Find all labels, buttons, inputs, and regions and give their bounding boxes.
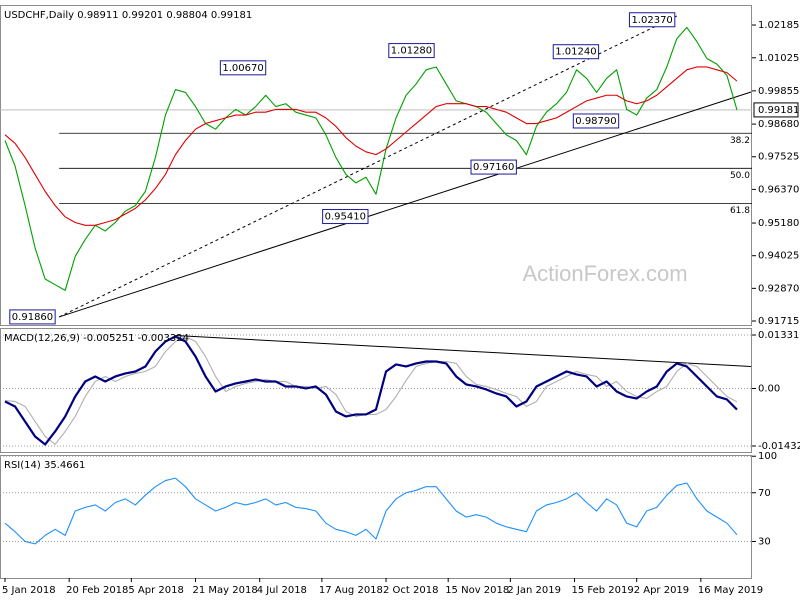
- x-tick-label: 17 Aug 2018: [319, 585, 383, 596]
- last-price-box: [753, 102, 799, 118]
- y-tick-label: 100: [758, 451, 777, 462]
- series-line: [4, 477, 738, 545]
- fib-label: 61.8: [730, 206, 750, 216]
- x-tick-label: 20 Feb 2018: [66, 585, 128, 596]
- series-line: [4, 335, 738, 445]
- annotation-box: [219, 60, 267, 76]
- pane-frame: [0, 455, 752, 579]
- price-annotation: 0.95410: [322, 209, 369, 225]
- x-tick-label: 5 Jan 2018: [2, 585, 56, 596]
- annotation-box: [628, 12, 676, 28]
- price-annotation: 1.01280: [388, 43, 435, 59]
- y-tick-label: 0.013319: [758, 330, 800, 341]
- watermark: ActionForex.com: [522, 261, 687, 286]
- y-tick-label: 30: [758, 536, 771, 547]
- price-annotation: 0.97160: [470, 159, 517, 175]
- annotation-label: 0.95410: [325, 212, 366, 223]
- series-line: [4, 66, 738, 226]
- annotation-label: 0.97160: [473, 162, 514, 173]
- annotation-box: [9, 309, 56, 325]
- annotation-box: [552, 44, 600, 60]
- y-tick-label: 70: [758, 488, 771, 499]
- x-tick-label: 2 Jan 2019: [507, 585, 561, 596]
- pane-frame: [0, 5, 752, 326]
- series-line: [4, 335, 738, 446]
- trend-line: [175, 334, 752, 367]
- price-annotation: 1.00670: [219, 60, 267, 76]
- fib-label: 38.2: [730, 136, 750, 146]
- y-tick-label: -0.014323: [758, 441, 800, 452]
- annotation-box: [388, 43, 435, 59]
- y-tick-label: 0.94025: [758, 251, 799, 262]
- y-tick-label: 1.02185: [758, 20, 799, 31]
- y-tick-label: 0.95180: [758, 218, 799, 229]
- y-tick-label: 0.91715: [758, 316, 799, 327]
- pane-frame: [0, 328, 752, 453]
- y-tick-label: 0.00: [758, 383, 780, 394]
- annotation-box: [572, 113, 620, 129]
- annotation-label: 1.01280: [391, 46, 432, 57]
- y-tick-label: 0.98680: [758, 119, 799, 130]
- x-tick-label: 4 Jul 2018: [257, 585, 307, 596]
- annotation-label: 0.91860: [12, 312, 53, 323]
- price-annotation: 0.98790: [572, 113, 620, 129]
- y-tick-label: 0.92870: [758, 283, 799, 294]
- annotation-box: [322, 209, 369, 225]
- x-tick-label: 21 May 2018: [193, 585, 258, 596]
- price-annotation: 1.01240: [552, 44, 600, 60]
- last-price-label: 0.99181: [758, 105, 799, 116]
- x-tick-label: 2 Apr 2019: [634, 585, 689, 596]
- annotation-label: 1.02370: [631, 15, 672, 26]
- x-tick-label: 15 Nov 2018: [445, 585, 509, 596]
- series-line: [4, 26, 738, 291]
- annotation-label: 0.98790: [575, 116, 616, 127]
- x-tick-label: 5 Apr 2018: [128, 585, 183, 596]
- trend-line: [59, 91, 752, 318]
- price-annotation: 1.02370: [628, 12, 676, 28]
- x-tick-label: 2 Oct 2018: [383, 585, 438, 596]
- fib-label: 50.0: [730, 171, 750, 181]
- y-tick-label: 1.01025: [758, 53, 799, 64]
- x-tick-label: 16 May 2019: [698, 585, 763, 596]
- x-tick-label: 15 Feb 2019: [572, 585, 634, 596]
- pane-title: RSI(14) 35.4661: [4, 460, 85, 471]
- y-tick-label: 0.96370: [758, 184, 799, 195]
- annotation-label: 1.00670: [222, 63, 263, 74]
- y-tick-label: 0.97525: [758, 152, 799, 163]
- annotation-label: 1.01240: [555, 47, 596, 58]
- y-tick-label: 0.99855: [758, 86, 799, 97]
- pane-title: MACD(12,26,9) -0.005251 -0.003324: [4, 333, 189, 344]
- pane-title: USDCHF,Daily 0.98911 0.99201 0.98804 0.9…: [4, 10, 252, 21]
- trend-line: [58, 14, 680, 318]
- price-annotation: 0.91860: [9, 309, 56, 325]
- annotation-box: [470, 159, 517, 175]
